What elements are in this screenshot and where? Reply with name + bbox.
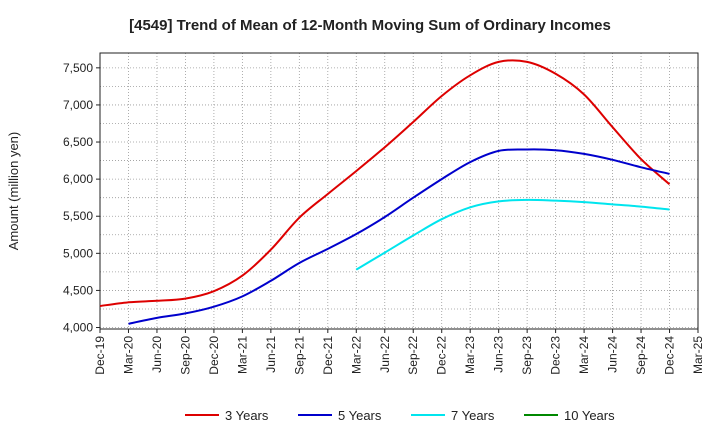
series-line-7-years xyxy=(355,198,670,271)
legend-label-3-years: 3 Years xyxy=(225,408,269,423)
y-tick-label: 4,500 xyxy=(63,283,93,297)
y-tick-label: 4,000 xyxy=(63,321,93,335)
chart-title: [4549] Trend of Mean of 12-Month Moving … xyxy=(129,17,611,34)
x-tick-label: Jun-20 xyxy=(150,336,164,373)
x-tick-label: Sep-20 xyxy=(178,336,192,375)
legend-label-5-years: 5 Years xyxy=(338,408,382,423)
x-tick-label: Dec-20 xyxy=(207,336,221,375)
x-tick-label: Jun-23 xyxy=(492,336,506,373)
x-tick-label: Dec-24 xyxy=(663,336,677,375)
y-axis-label: Amount (million yen) xyxy=(6,132,21,251)
series-line-3-years xyxy=(99,59,671,307)
series-line-5-years xyxy=(128,148,670,325)
legend-label-10-years: 10 Years xyxy=(564,408,615,423)
y-tick-label: 5,000 xyxy=(63,246,93,260)
x-tick-label: Sep-24 xyxy=(634,336,648,375)
x-tick-label: Mar-25 xyxy=(691,336,705,374)
series-lines xyxy=(99,59,671,325)
grid xyxy=(100,53,698,329)
x-tick-label: Mar-22 xyxy=(349,336,363,374)
x-tick-label: Sep-23 xyxy=(520,336,534,375)
y-tick-label: 5,500 xyxy=(63,209,93,223)
legend: 3 Years 5 Years 7 Years 10 Years xyxy=(185,408,615,423)
x-tick-label: Jun-24 xyxy=(606,336,620,373)
x-tick-label: Dec-21 xyxy=(321,336,335,375)
x-axis: Dec-19 Mar-20 Jun-20 Sep-20 Dec-20 Mar-21 Jun-… xyxy=(93,329,705,375)
y-tick-label: 6,500 xyxy=(63,135,93,149)
x-tick-label: Dec-23 xyxy=(549,336,563,375)
x-tick-label: Dec-19 xyxy=(93,336,107,375)
y-tick-label: 6,000 xyxy=(63,172,93,186)
x-tick-label: Mar-24 xyxy=(577,336,591,374)
x-tick-label: Jun-22 xyxy=(378,336,392,373)
x-tick-label: Dec-22 xyxy=(435,336,449,375)
x-tick-label: Mar-21 xyxy=(235,336,249,374)
y-tick-label: 7,000 xyxy=(63,98,93,112)
x-tick-label: Sep-21 xyxy=(292,336,306,375)
x-tick-label: Mar-23 xyxy=(463,336,477,374)
y-axis: 4,000 4,500 5,000 5,500 6,000 6,500 7,000 7,500 xyxy=(63,61,100,335)
y-tick-label: 7,500 xyxy=(63,61,93,75)
x-tick-label: Jun-21 xyxy=(264,336,278,373)
plot-frame xyxy=(99,52,699,330)
legend-label-7-years: 7 Years xyxy=(451,408,495,423)
x-tick-label: Sep-22 xyxy=(406,336,420,375)
x-tick-label: Mar-20 xyxy=(121,336,135,374)
